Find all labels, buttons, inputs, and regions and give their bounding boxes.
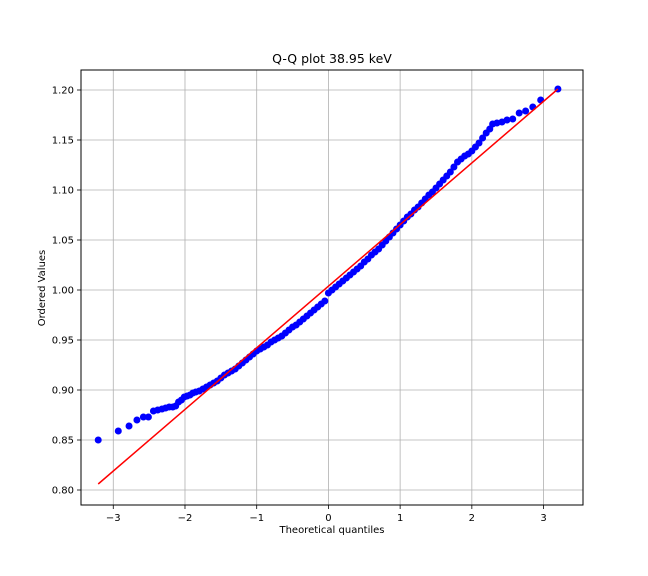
y-tick-label: 1.00 — [52, 286, 74, 297]
data-point — [321, 297, 329, 305]
data-point — [503, 116, 511, 124]
x-tick-label: 0 — [325, 513, 331, 524]
y-tick-label: 0.80 — [52, 486, 74, 497]
data-point — [125, 422, 133, 430]
data-point — [509, 115, 517, 123]
y-tick-label: 1.05 — [52, 236, 74, 247]
x-tick-label: −3 — [106, 513, 121, 524]
data-point — [94, 436, 102, 444]
chart-title: Q-Q plot 38.95 keV — [272, 51, 392, 66]
fit-line — [97, 88, 559, 485]
data-point — [450, 163, 458, 171]
data-point — [515, 109, 523, 117]
x-tick-label: 1 — [397, 513, 403, 524]
y-tick-label: 0.90 — [52, 386, 74, 397]
data-point — [133, 416, 141, 424]
data-point — [446, 168, 454, 176]
x-tick-label: 2 — [469, 513, 475, 524]
data-point — [475, 139, 483, 147]
x-tick-label: 3 — [540, 513, 546, 524]
plot-frame — [80, 69, 584, 506]
y-tick-label: 0.85 — [52, 436, 74, 447]
fit-line-layer — [97, 88, 559, 485]
x-axis-label: Theoretical quantiles — [278, 525, 384, 536]
x-tick-label: −1 — [249, 513, 264, 524]
y-axis-ticks: 0.80 0.85 0.90 0.95 1.00 1.05 1.10 1.15 1.20 — [52, 86, 81, 497]
data-point — [114, 427, 122, 435]
data-point — [522, 107, 530, 115]
data-point — [144, 413, 152, 421]
grid-lines — [81, 70, 583, 505]
x-axis-ticks: −3 −2 −1 0 1 2 3 — [106, 505, 547, 524]
data-point — [479, 134, 487, 142]
y-axis-label: Ordered Values — [37, 250, 48, 327]
y-tick-label: 1.10 — [52, 186, 74, 197]
y-tick-label: 0.95 — [52, 336, 74, 347]
data-point — [139, 413, 147, 421]
x-tick-label: −2 — [178, 513, 193, 524]
y-tick-label: 1.15 — [52, 136, 74, 147]
y-tick-label: 1.20 — [52, 86, 74, 97]
